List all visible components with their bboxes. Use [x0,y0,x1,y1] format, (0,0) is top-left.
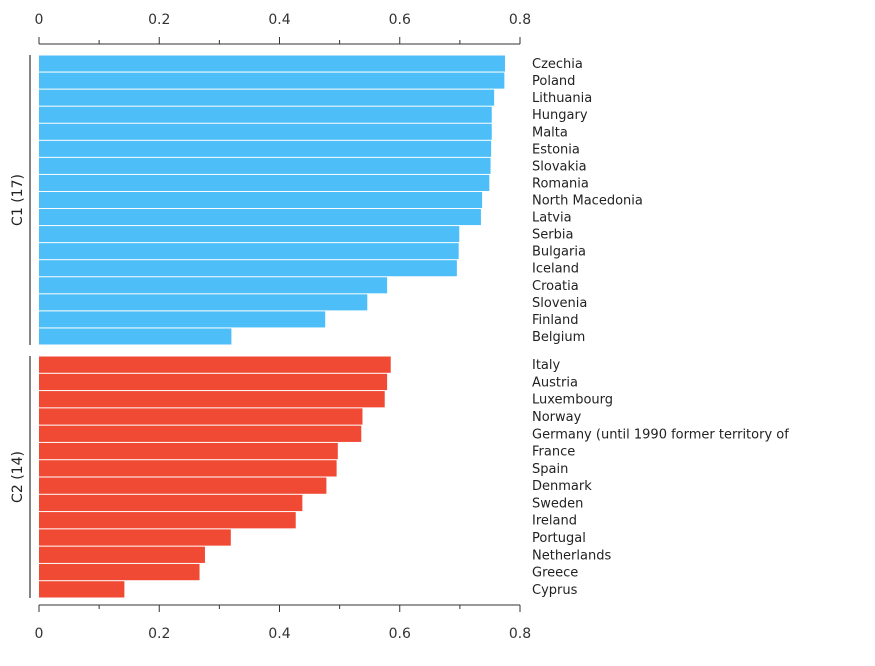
top-x-tick-label: 0.2 [148,12,170,28]
bar [39,529,231,546]
category-label: Lithuania [532,91,592,106]
category-label: Croatia [532,279,579,294]
category-label: Italy [532,358,561,373]
category-label: Romania [532,176,589,191]
group-label: C1 (17) [10,174,26,226]
bar [39,581,125,598]
bar [39,373,388,391]
category-label: Ireland [532,514,577,529]
category-label: Belgium [532,330,585,345]
top-x-axis: 0 0.2 0.4 0.6 0.8 [35,12,531,45]
bar [39,442,338,460]
bar [39,140,492,157]
category-label: Denmark [532,479,592,494]
bar [39,260,457,277]
bottom-x-tick-label: 0.8 [509,626,531,642]
bar [39,294,368,311]
category-label: Finland [532,313,578,328]
bar [39,391,385,408]
bar [39,72,505,89]
bottom-x-tick-label: 0.6 [389,626,411,642]
bar [39,243,459,260]
bar [39,123,492,140]
bar [39,226,460,243]
bar [39,209,481,226]
category-label: Poland [532,74,575,89]
bar [39,311,326,328]
category-label: Slovakia [532,159,587,174]
bar [39,328,232,345]
bar [39,55,505,72]
category-label: Estonia [532,142,580,157]
category-label: Netherlands [532,548,611,563]
group-label: C2 (14) [10,451,26,503]
bar [39,191,483,209]
category-label: Norway [532,410,582,425]
bottom-x-tick-label: 0.4 [268,626,290,642]
category-label: Iceland [532,262,579,277]
top-x-tick-label: 0.4 [268,12,290,28]
bar-groups: C1 (17) Czechia Poland Lithuania Hungary Malt… [10,55,789,598]
bar [39,460,337,477]
bar [39,425,362,442]
category-label: Hungary [532,108,588,123]
category-label: Greece [532,566,578,581]
category-label: North Macedonia [532,194,643,209]
category-label: Slovenia [532,296,587,311]
category-label: Cyprus [532,583,578,598]
category-label: Sweden [532,496,583,511]
category-label: Austria [532,375,578,390]
bottom-x-tick-label: 0 [35,626,44,642]
category-label: Bulgaria [532,245,586,260]
top-x-tick-label: 0 [35,12,44,28]
bar [39,157,491,174]
bar [39,89,495,106]
category-label: Spain [532,462,568,477]
bar [39,106,492,123]
bar [39,546,205,563]
bar [39,563,200,581]
bar [39,512,296,529]
bar [39,494,303,512]
category-label: Germany (until 1990 former territory of [532,427,789,442]
bar [39,174,490,191]
category-label: Luxembourg [532,393,613,408]
top-x-tick-label: 0.6 [389,12,411,28]
bar [39,277,388,294]
bottom-x-axis: 0 0.2 0.4 0.6 0.8 [35,604,531,642]
bar-group-1: C1 (17) Czechia Poland Lithuania Hungary Malt… [10,55,643,345]
bottom-x-tick-label: 0.2 [148,626,170,642]
category-label: Portugal [532,531,586,546]
bar [39,408,363,425]
bar-group-2: C2 (14) Italy Austria Luxembourg Norway Germa… [10,356,789,598]
bar [39,477,327,494]
category-label: France [532,445,575,460]
top-x-tick-label: 0.8 [509,12,531,28]
category-label: Malta [532,125,568,140]
bar [39,356,391,373]
category-label: Czechia [532,57,583,72]
category-label: Serbia [532,228,573,243]
category-label: Latvia [532,211,572,226]
